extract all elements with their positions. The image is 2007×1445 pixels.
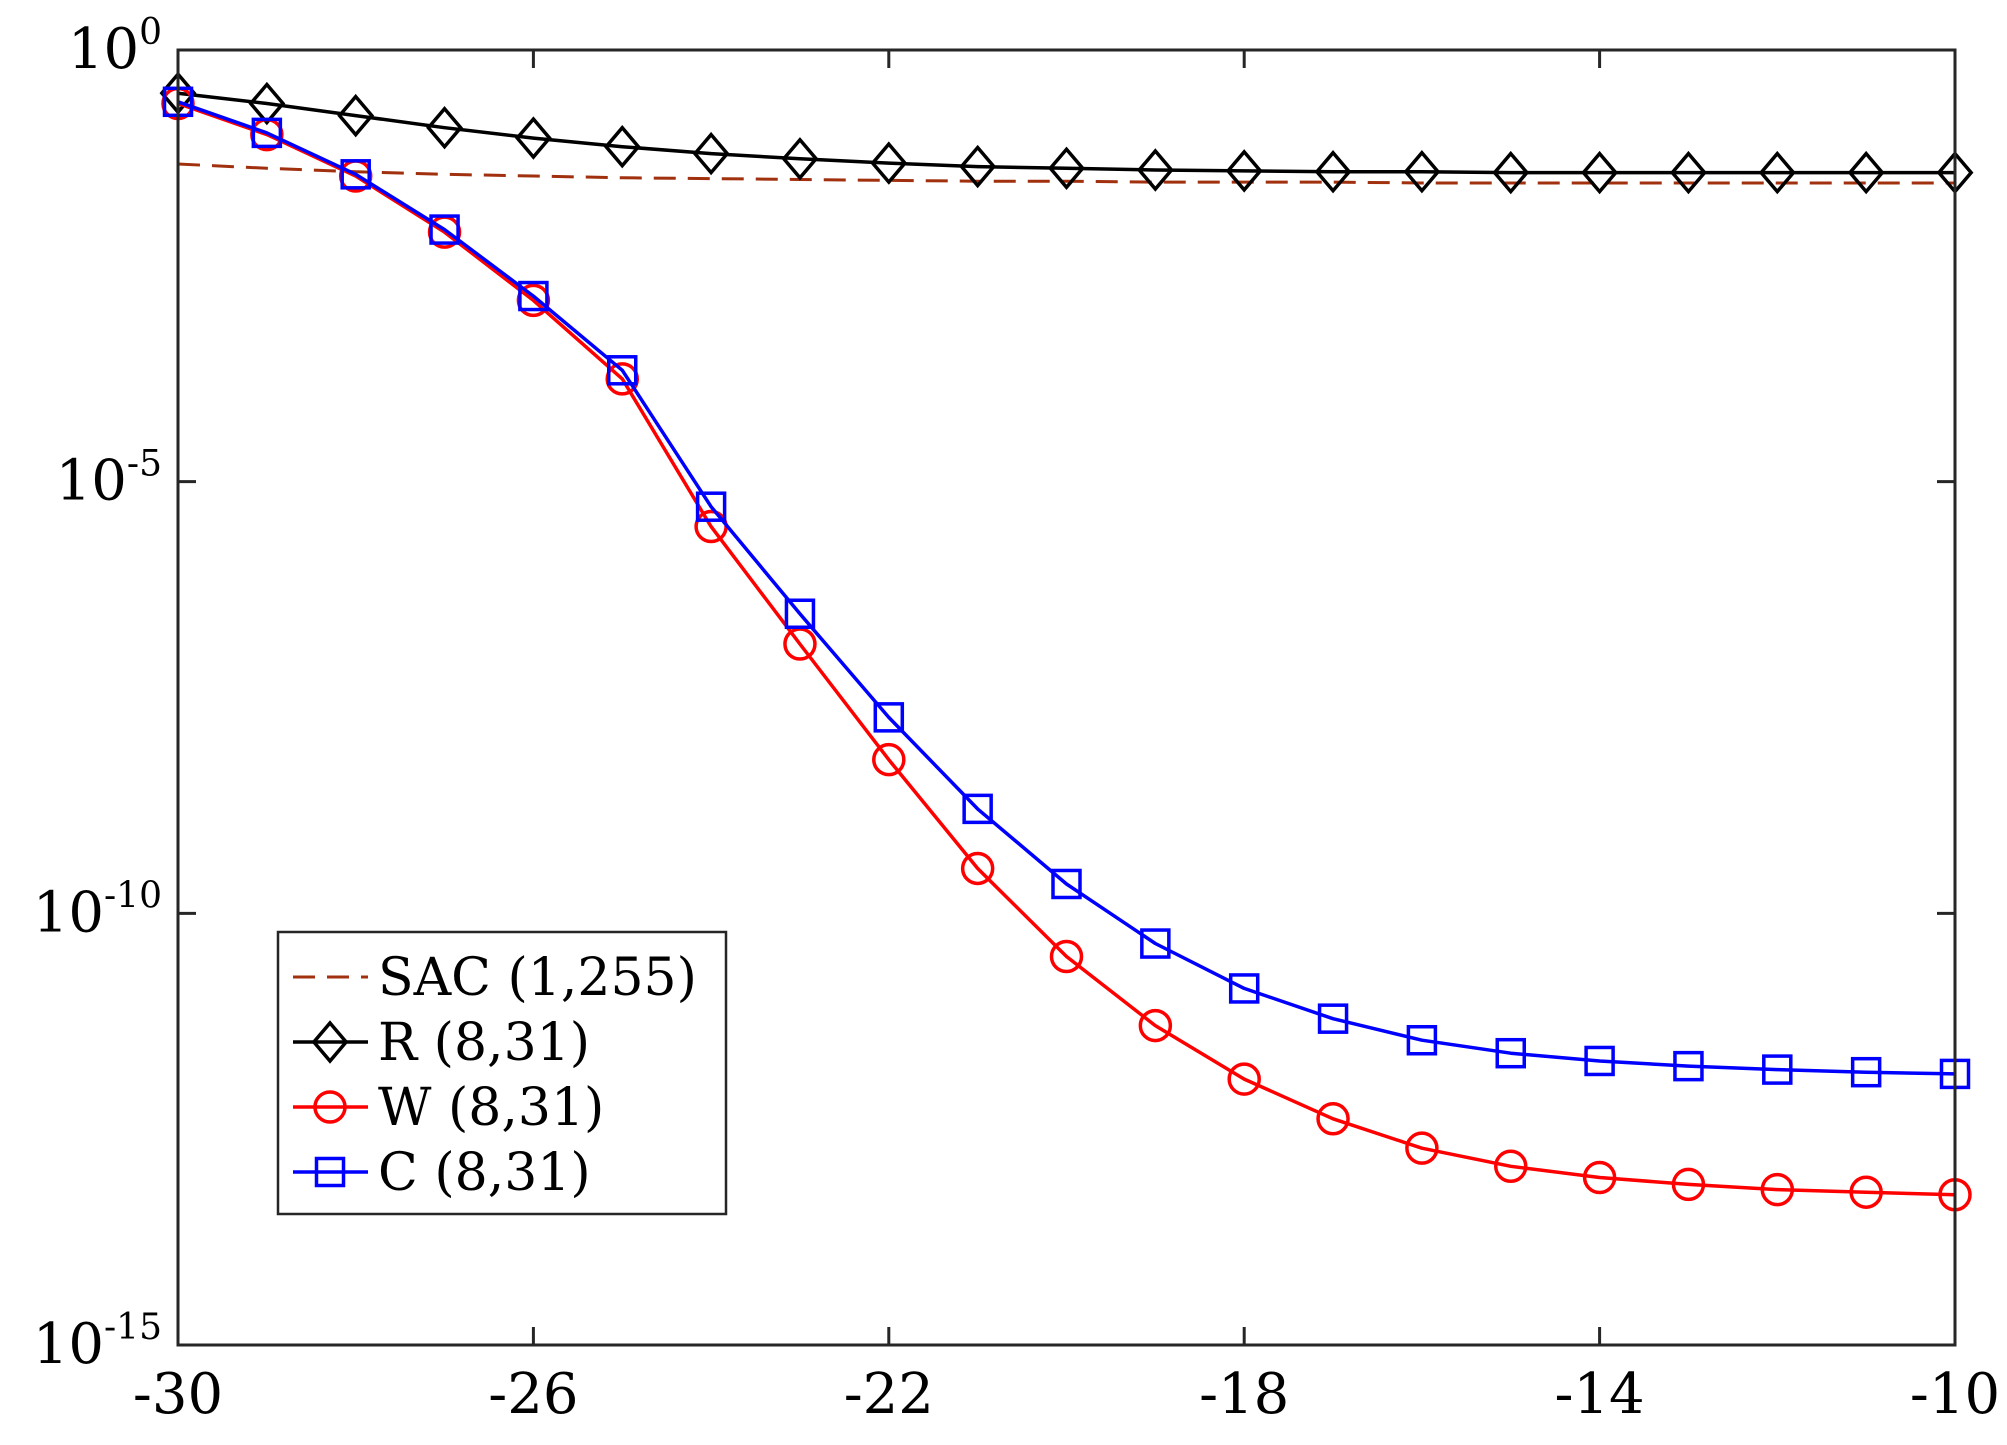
data-point (1673, 1050, 1704, 1082)
x-tick-label: -10 (1910, 1362, 2000, 1427)
series-line (177, 100, 1956, 1076)
series-line (177, 101, 1956, 1197)
data-point (1051, 868, 1082, 900)
data-point (1495, 1037, 1526, 1069)
data-point (1850, 1056, 1882, 1088)
data-point (692, 131, 730, 176)
legend-marker (314, 1156, 346, 1188)
series-layer (159, 71, 1974, 1212)
legend-label: SAC (1,255) (378, 948, 697, 1008)
data-point (248, 81, 286, 126)
legend-label: R (8,31) (378, 1013, 590, 1073)
axes-box (176, 48, 1957, 1347)
data-point (1228, 973, 1260, 1004)
data-point (962, 793, 993, 825)
data-point (1758, 150, 1796, 195)
y-tick-label: 10-5 (56, 444, 162, 514)
data-point (1138, 1008, 1173, 1043)
data-point (340, 159, 371, 190)
data-point (784, 598, 816, 630)
data-point (426, 105, 463, 150)
data-point (1225, 149, 1263, 193)
data-point (960, 851, 995, 886)
data-point (603, 124, 641, 169)
legend: SAC (1,255)R (8,31)W (8,31)C (8,31) (276, 930, 728, 1216)
y-tick-label: 10-10 (33, 875, 162, 945)
data-point (1227, 1062, 1261, 1096)
legend-box (276, 930, 728, 1216)
data-point (1847, 150, 1885, 195)
axes-layer: -30 -26 -22 -18 -14 -10 100 10-5 10-10 10-15 (33, 12, 2000, 1427)
data-point (1049, 939, 1084, 974)
data-point (1140, 928, 1171, 959)
data-point (870, 141, 908, 185)
x-tick-label: -30 (133, 1362, 223, 1427)
data-point (1760, 1172, 1795, 1207)
data-point (1581, 150, 1619, 195)
y-tick-label: 10-15 (33, 1307, 162, 1377)
data-point (1406, 1024, 1438, 1056)
data-point (1403, 150, 1441, 194)
data-point (1048, 146, 1085, 190)
data-point (514, 116, 552, 160)
data-point (607, 355, 638, 386)
legend-marker (311, 1020, 349, 1064)
data-point (1671, 1167, 1706, 1202)
data-point (873, 702, 905, 733)
legend-entry: R (8,31) (293, 1013, 590, 1073)
data-point (1670, 150, 1707, 195)
data-point (1317, 1003, 1349, 1034)
data-point (251, 117, 283, 149)
data-point (872, 742, 906, 777)
x-tick-label: -14 (1555, 1362, 1645, 1427)
data-point (1492, 150, 1530, 195)
legend-entry: SAC (1,255) (293, 948, 697, 1008)
legend-label: W (8,31) (378, 1078, 604, 1138)
x-tick-label: -26 (488, 1362, 578, 1427)
series-line (177, 91, 1955, 175)
legend-entry: C (8,31) (293, 1143, 591, 1203)
data-point (1405, 1131, 1439, 1165)
data-point (781, 137, 819, 181)
data-point (1136, 148, 1174, 192)
x-tick-label: -18 (1199, 1362, 1289, 1427)
legend-marker (313, 1090, 347, 1124)
series-line (177, 162, 1955, 185)
data-point (429, 214, 460, 245)
data-point (1316, 1102, 1350, 1136)
data-point (1762, 1054, 1793, 1085)
data-point (337, 93, 375, 138)
data-point (1494, 1149, 1528, 1184)
legend-label: C (8,31) (378, 1143, 591, 1203)
series-none-0 (177, 162, 1955, 185)
data-point (695, 491, 727, 522)
data-point (1849, 1175, 1883, 1209)
legend-entry: W (8,31) (293, 1078, 604, 1138)
data-point (959, 144, 997, 189)
data-point (1582, 1160, 1617, 1195)
x-tick-label: -22 (844, 1362, 934, 1427)
data-point (518, 280, 549, 312)
y-tick-label: 100 (68, 12, 162, 82)
data-point (1584, 1045, 1615, 1077)
data-point (1314, 150, 1352, 194)
